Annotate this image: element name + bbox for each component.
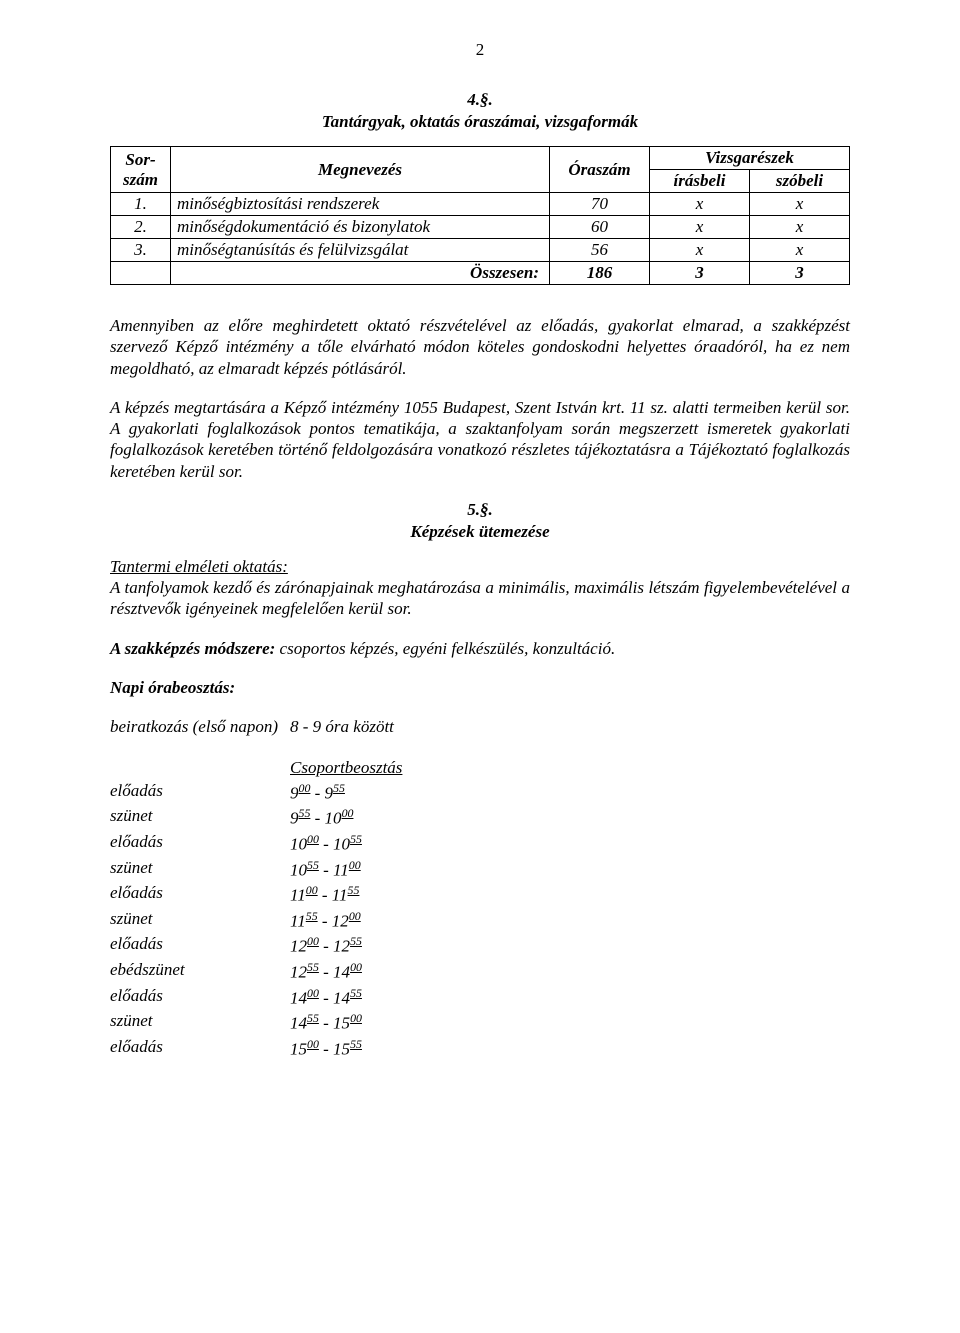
schedule-time: 1055 - 1100 <box>290 857 850 883</box>
schedule-time: 1400 - 1455 <box>290 985 850 1011</box>
th-sor2: szám <box>123 170 158 189</box>
schedule-label: ebédszünet <box>110 959 280 985</box>
schedule-time: 1200 - 1255 <box>290 933 850 959</box>
cell-h: 70 <box>550 193 650 216</box>
beiratkozas-row: beiratkozás (első napon) 8 - 9 óra közöt… <box>110 716 850 739</box>
schedule-label: szünet <box>110 1010 280 1036</box>
schedule-label: előadás <box>110 1036 280 1062</box>
cell-sum-h: 186 <box>550 262 650 285</box>
table-sum-row: Összesen: 186 3 3 <box>111 262 850 285</box>
schedule-time: 955 - 1000 <box>290 805 850 831</box>
cell-o: x <box>750 193 850 216</box>
schedule-label: előadás <box>110 933 280 959</box>
paragraph-2: A képzés megtartására a Képző intézmény … <box>110 397 850 482</box>
th-irasbeli: írásbeli <box>650 170 750 193</box>
schedule-label: szünet <box>110 805 280 831</box>
schedule-label: szünet <box>110 857 280 883</box>
schedule-label: szünet <box>110 908 280 934</box>
schedule-label: előadás <box>110 882 280 908</box>
schedule-label: előadás <box>110 831 280 857</box>
cell-w: x <box>650 239 750 262</box>
subject-table: Sor- szám Megnevezés Óraszám Vizsgarésze… <box>110 146 850 285</box>
th-szobeli: szóbeli <box>750 170 850 193</box>
schedule-time: 1000 - 1055 <box>290 831 850 857</box>
cell-o: x <box>750 216 850 239</box>
section5-number: 5.§. <box>110 500 850 520</box>
schedule-time: 1255 - 1400 <box>290 959 850 985</box>
th-vizsgareszek: Vizsgarészek <box>650 147 850 170</box>
section5-title: Képzések ütemezése <box>110 522 850 542</box>
cell-sum-w: 3 <box>650 262 750 285</box>
paragraph-1: Amennyiben az előre meghirdetett oktató … <box>110 315 850 379</box>
schedule-label: előadás <box>110 780 280 806</box>
schedule-time: 1100 - 1155 <box>290 882 850 908</box>
schedule-rows: előadás 900 - 955 szünet 955 - 1000 előadás 1… <box>110 780 850 1062</box>
cell-sum-label: Összesen: <box>171 262 550 285</box>
beiratkozas-time: 8 - 9 óra között <box>290 716 850 739</box>
table-row: 1. minőségbiztosítási rendszerek 70 x x <box>111 193 850 216</box>
beiratkozas-label: beiratkozás (első napon) <box>110 716 280 739</box>
cell-name: minőségbiztosítási rendszerek <box>171 193 550 216</box>
cell-w: x <box>650 216 750 239</box>
th-megnevezes: Megnevezés <box>171 147 550 193</box>
section4-title: Tantárgyak, oktatás óraszámai, vizsgafor… <box>110 112 850 132</box>
cell-w: x <box>650 193 750 216</box>
cell-name: minőségtanúsítás és felülvizsgálat <box>171 239 550 262</box>
cell-n: 3. <box>111 239 171 262</box>
table-row: 3. minőségtanúsítás és felülvizsgálat 56… <box>111 239 850 262</box>
modszere-block: A szakképzés módszere: csoportos képzés,… <box>110 638 850 659</box>
modszere-text: csoportos képzés, egyéni felkészülés, ko… <box>275 639 615 658</box>
tantermi-label: Tantermi elméleti oktatás: <box>110 557 288 576</box>
schedule-label: előadás <box>110 985 280 1011</box>
cell-name: minőségdokumentáció és bizonylatok <box>171 216 550 239</box>
cell-sum-o: 3 <box>750 262 850 285</box>
paragraph-3: A tanfolyamok kezdő és zárónapjainak meg… <box>110 578 850 618</box>
page-number: 2 <box>110 40 850 60</box>
schedule-grid: Csoportbeosztás <box>110 757 850 780</box>
napi-label: Napi órabeosztás: <box>110 677 850 698</box>
section4-number: 4.§. <box>110 90 850 110</box>
schedule-time: 1155 - 1200 <box>290 908 850 934</box>
schedule-time: 900 - 955 <box>290 780 850 806</box>
csoport-label: Csoportbeosztás <box>290 757 850 780</box>
tantermi-block: Tantermi elméleti oktatás: A tanfolyamok… <box>110 556 850 620</box>
cell-h: 56 <box>550 239 650 262</box>
cell-n: 1. <box>111 193 171 216</box>
cell-h: 60 <box>550 216 650 239</box>
th-oraszam: Óraszám <box>550 147 650 193</box>
modszere-label: A szakképzés módszere: <box>110 639 275 658</box>
th-sor1: Sor- <box>125 150 155 169</box>
schedule-time: 1500 - 1555 <box>290 1036 850 1062</box>
cell-o: x <box>750 239 850 262</box>
table-row: 2. minőségdokumentáció és bizonylatok 60… <box>111 216 850 239</box>
th-sorszam: Sor- szám <box>111 147 171 193</box>
cell-n: 2. <box>111 216 171 239</box>
cell-empty <box>111 262 171 285</box>
schedule-time: 1455 - 1500 <box>290 1010 850 1036</box>
